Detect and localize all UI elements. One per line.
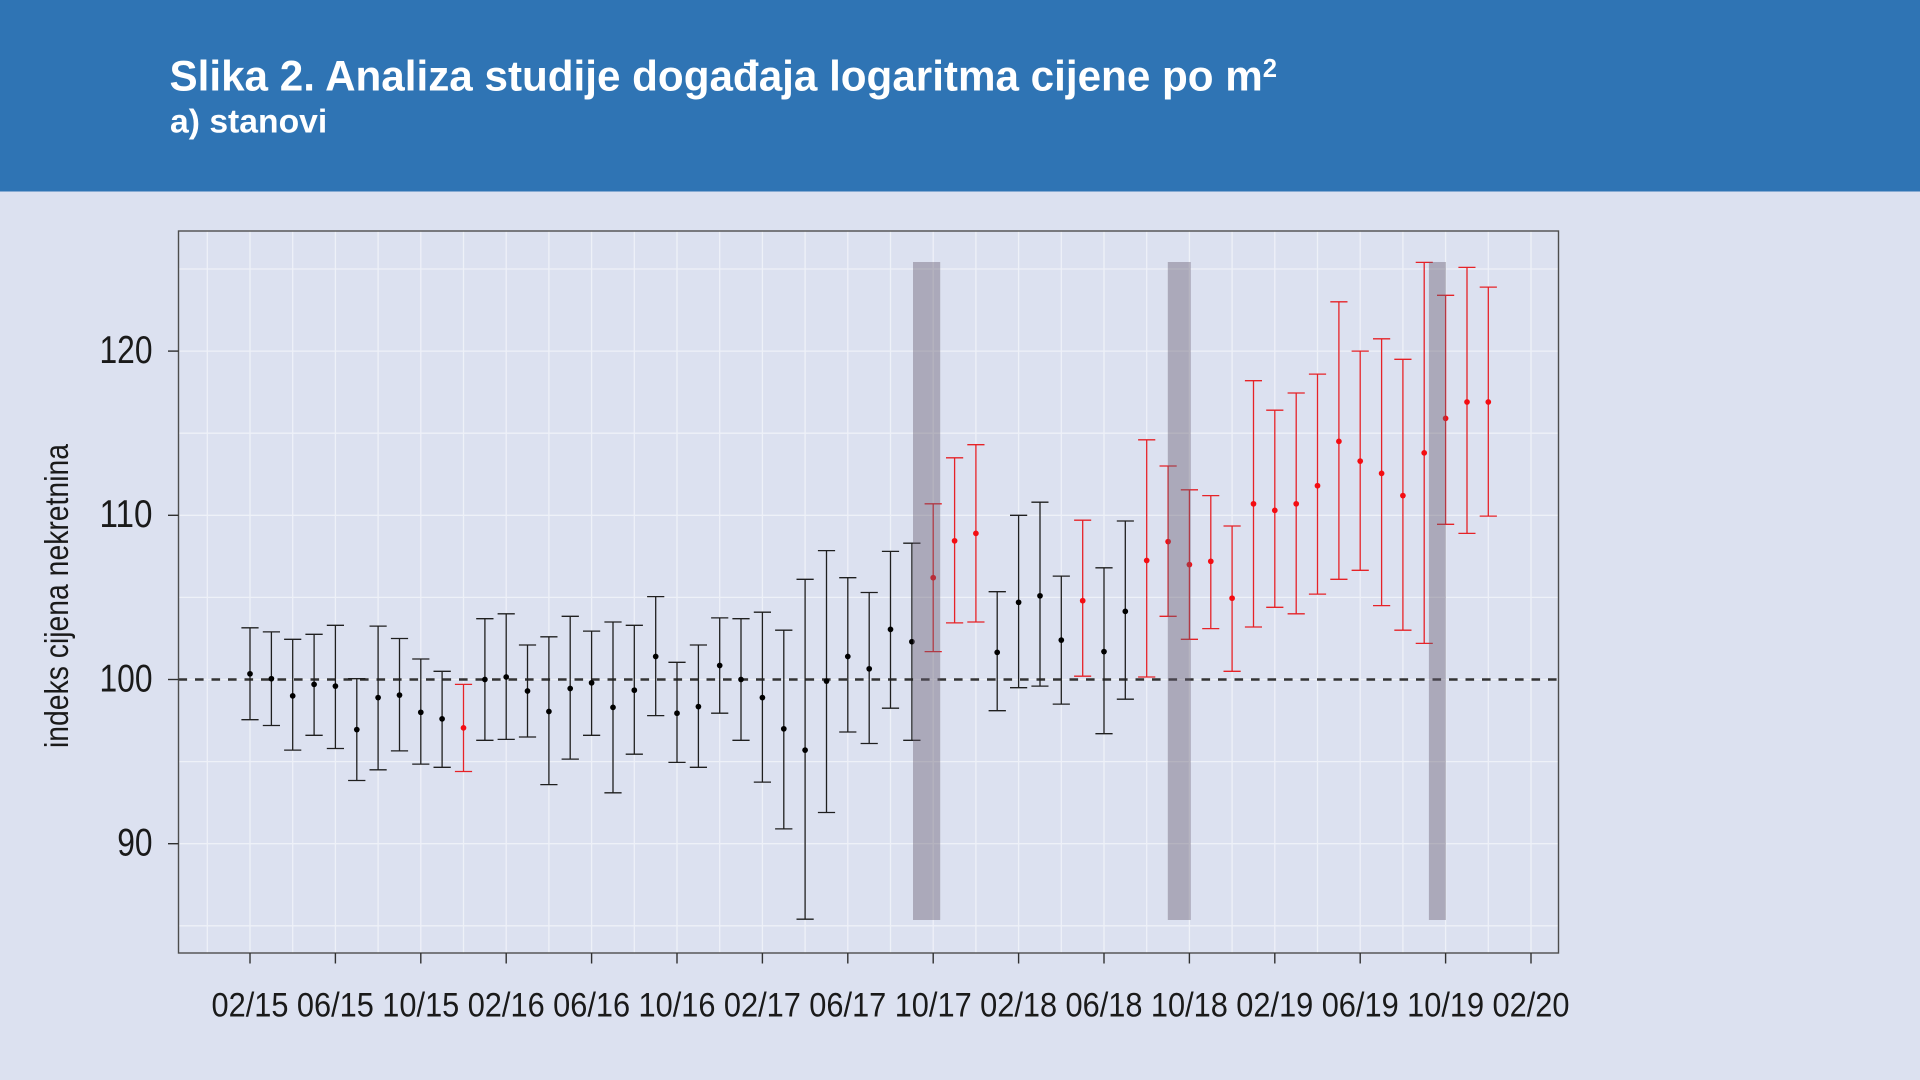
svg-text:10/19: 10/19 — [1407, 987, 1484, 1025]
svg-text:02/18: 02/18 — [980, 987, 1057, 1025]
svg-text:110: 110 — [100, 493, 153, 536]
svg-text:06/18: 06/18 — [1066, 987, 1143, 1025]
svg-text:indeks cijena nekretnina: indeks cijena nekretnina — [39, 444, 76, 748]
svg-text:10/15: 10/15 — [382, 987, 459, 1025]
svg-text:02/15: 02/15 — [212, 987, 289, 1025]
svg-text:10/16: 10/16 — [639, 987, 716, 1025]
svg-text:10/18: 10/18 — [1151, 987, 1228, 1025]
svg-text:06/19: 06/19 — [1322, 987, 1399, 1025]
svg-text:02/16: 02/16 — [468, 987, 545, 1025]
svg-text:10/17: 10/17 — [895, 987, 972, 1025]
svg-text:a) stanovi: a) stanovi — [170, 103, 327, 141]
svg-text:02/17: 02/17 — [724, 987, 801, 1025]
svg-text:06/17: 06/17 — [809, 987, 886, 1025]
svg-text:02/20: 02/20 — [1493, 987, 1570, 1025]
svg-text:90: 90 — [117, 822, 152, 865]
svg-text:06/15: 06/15 — [297, 987, 374, 1025]
svg-text:Slika 2. Analiza studije događ: Slika 2. Analiza studije događaja logari… — [170, 52, 1278, 99]
svg-text:100: 100 — [100, 657, 153, 700]
svg-text:120: 120 — [100, 329, 153, 372]
svg-text:02/19: 02/19 — [1236, 987, 1313, 1025]
svg-text:06/16: 06/16 — [553, 987, 630, 1025]
